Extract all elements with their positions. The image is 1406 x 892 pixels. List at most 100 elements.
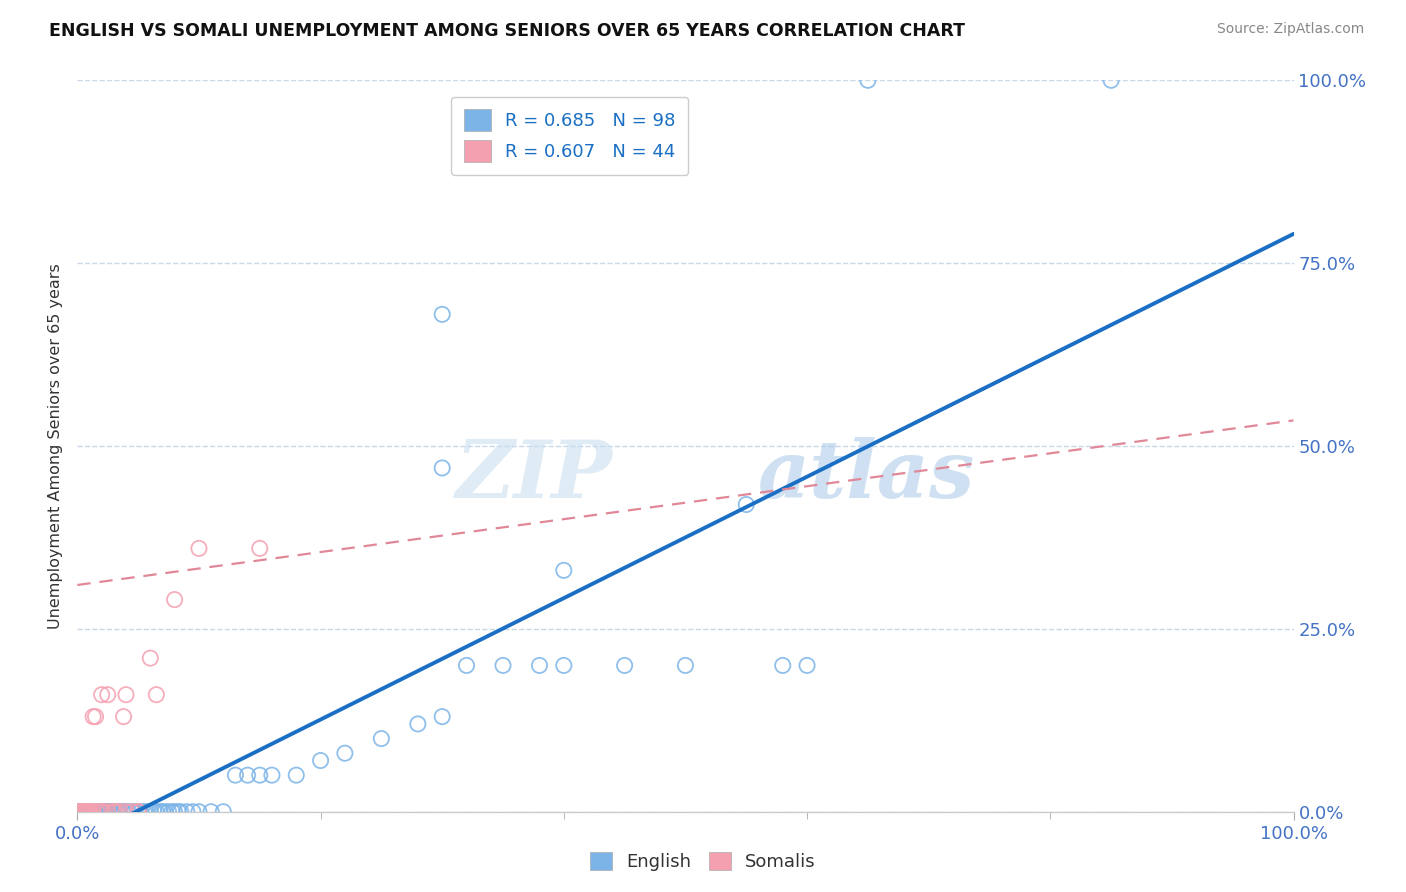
Point [69, 805, 91, 819]
Point [529, 658, 551, 673]
Point [70, 805, 93, 819]
Point [80, 805, 103, 819]
Point [735, 498, 758, 512]
Y-axis label: Unemployment Among Seniors over 65 years: Unemployment Among Seniors over 65 years [48, 263, 63, 629]
Point [79, 805, 101, 819]
Point [70, 805, 93, 819]
Point [260, 768, 283, 782]
Point [97, 688, 120, 702]
Point [90, 688, 112, 702]
Point [96, 805, 118, 819]
Point [121, 805, 143, 819]
Point [553, 658, 575, 673]
Point [82, 805, 104, 819]
Point [72, 805, 94, 819]
Point [111, 805, 134, 819]
Point [72, 805, 94, 819]
Point [73, 805, 96, 819]
Point [149, 805, 172, 819]
Point [772, 658, 794, 673]
Point [153, 805, 176, 819]
Point [181, 805, 204, 819]
Point [142, 805, 165, 819]
Point [333, 746, 356, 760]
Point [309, 754, 332, 768]
Point [108, 805, 131, 819]
Text: Source: ZipAtlas.com: Source: ZipAtlas.com [1216, 22, 1364, 37]
Point [188, 805, 211, 819]
Point [224, 768, 246, 782]
Point [80, 805, 103, 819]
Point [103, 805, 125, 819]
Point [97, 805, 120, 819]
Point [84, 709, 107, 723]
Point [100, 805, 122, 819]
Point [77, 805, 100, 819]
Point [167, 805, 190, 819]
Legend: English, Somalis: English, Somalis [583, 845, 823, 879]
Point [82, 805, 104, 819]
Point [139, 651, 162, 665]
Point [66, 805, 89, 819]
Point [115, 805, 138, 819]
Point [89, 805, 111, 819]
Point [80, 805, 103, 819]
Point [492, 658, 515, 673]
Point [79, 805, 101, 819]
Point [112, 805, 135, 819]
Point [66, 805, 89, 819]
Point [70, 805, 93, 819]
Point [75, 805, 97, 819]
Point [73, 805, 96, 819]
Point [134, 805, 156, 819]
Point [80, 805, 103, 819]
Point [796, 658, 818, 673]
Point [157, 805, 180, 819]
Point [79, 805, 101, 819]
Point [117, 805, 139, 819]
Point [82, 805, 104, 819]
Point [82, 709, 104, 723]
Point [84, 805, 107, 819]
Point [285, 768, 308, 782]
Point [76, 805, 98, 819]
Point [93, 805, 115, 819]
Text: ZIP: ZIP [456, 436, 613, 514]
Point [75, 805, 97, 819]
Point [72, 805, 94, 819]
Point [675, 658, 697, 673]
Point [121, 805, 143, 819]
Point [112, 709, 135, 723]
Point [370, 731, 392, 746]
Point [249, 768, 271, 782]
Point [79, 805, 101, 819]
Point [176, 805, 198, 819]
Point [80, 805, 103, 819]
Point [89, 805, 111, 819]
Point [75, 805, 97, 819]
Point [105, 805, 128, 819]
Point [70, 805, 93, 819]
Point [97, 805, 120, 819]
Point [90, 805, 112, 819]
Point [212, 805, 235, 819]
Point [145, 805, 167, 819]
Point [163, 805, 186, 819]
Point [105, 805, 128, 819]
Point [73, 805, 96, 819]
Point [160, 805, 183, 819]
Point [94, 805, 117, 819]
Point [93, 805, 115, 819]
Text: atlas: atlas [758, 436, 976, 514]
Point [103, 805, 125, 819]
Point [108, 805, 131, 819]
Point [129, 805, 152, 819]
Point [430, 461, 453, 475]
Legend: R = 0.685   N = 98, R = 0.607   N = 44: R = 0.685 N = 98, R = 0.607 N = 44 [451, 96, 689, 175]
Point [200, 805, 222, 819]
Point [127, 805, 149, 819]
Point [75, 805, 97, 819]
Point [69, 805, 91, 819]
Point [115, 805, 138, 819]
Point [76, 805, 98, 819]
